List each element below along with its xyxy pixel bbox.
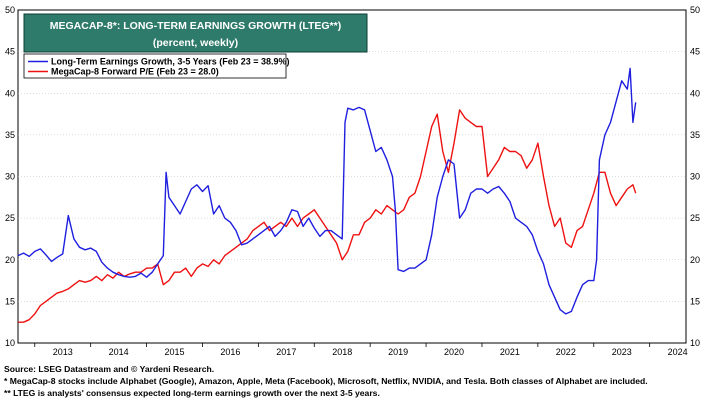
y-tick-label-left: 30 [5, 172, 15, 182]
x-tick-label: 2017 [276, 347, 296, 357]
y-tick-label-right: 45 [690, 47, 700, 57]
y-tick-label-left: 10 [5, 338, 15, 348]
x-tick-label: 2014 [109, 347, 129, 357]
y-tick-label-right: 25 [690, 213, 700, 223]
x-tick-label: 2016 [220, 347, 240, 357]
y-tick-label-right: 50 [690, 5, 700, 15]
y-tick-label-right: 20 [690, 255, 700, 265]
footer-source: Source: LSEG Datastream and © Yardeni Re… [4, 364, 215, 374]
y-tick-label-right: 10 [690, 338, 700, 348]
x-tick-label: 2024 [668, 347, 688, 357]
y-tick-label-left: 15 [5, 296, 15, 306]
x-tick-label: 2023 [612, 347, 632, 357]
x-tick-label: 2019 [388, 347, 408, 357]
y-axis-right: 10 15 20 25 30 35 40 45 50 [690, 5, 700, 348]
x-tick-label: 2013 [53, 347, 73, 357]
legend-label-lteg: Long-Term Earnings Growth, 3-5 Years (Fe… [51, 57, 290, 67]
x-tick-label: 2015 [165, 347, 185, 357]
legend-label-pe: MegaCap-8 Forward P/E (Feb 23 = 28.0) [51, 67, 219, 77]
chart-subtitle: (percent, weekly) [153, 37, 238, 49]
y-tick-label-left: 20 [5, 255, 15, 265]
y-tick-label-left: 40 [5, 88, 15, 98]
x-axis: 2013 2014 2015 2016 2017 2018 2019 2020 2021 2022… [34, 343, 688, 357]
x-tick-label: 2022 [556, 347, 576, 357]
footer-note-lteg: ** LTEG is analysts' consensus expected … [4, 388, 380, 398]
y-axis-left: 10 15 20 25 30 35 40 45 50 [5, 5, 15, 348]
series-line-lteg [17, 67, 637, 315]
y-tick-label-left: 50 [5, 5, 15, 15]
chart-title: MEGACAP-8*: LONG-TERM EARNINGS GROWTH (L… [50, 20, 341, 32]
x-tick-label: 2020 [444, 347, 464, 357]
chart-title-box: MEGACAP-8*: LONG-TERM EARNINGS GROWTH (L… [23, 13, 368, 53]
y-tick-label-right: 35 [690, 130, 700, 140]
y-tick-label-right: 30 [690, 172, 700, 182]
x-tick-label: 2018 [332, 347, 352, 357]
x-tick-label: 2021 [500, 347, 520, 357]
y-tick-label-left: 35 [5, 130, 15, 140]
y-tick-label-left: 25 [5, 213, 15, 223]
series-lines [17, 67, 637, 323]
y-tick-label-right: 40 [690, 88, 700, 98]
y-tick-label-right: 15 [690, 296, 700, 306]
legend: Long-Term Earnings Growth, 3-5 Years (Fe… [23, 53, 290, 79]
y-tick-label-left: 45 [5, 47, 15, 57]
footer-note-megacap: * MegaCap-8 stocks include Alphabet (Goo… [4, 376, 648, 386]
